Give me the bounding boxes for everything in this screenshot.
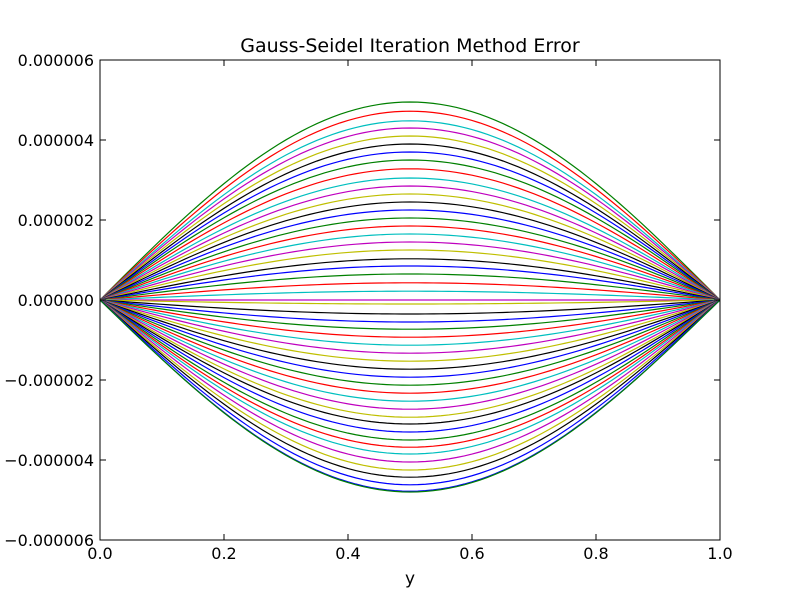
y-tick-label: −0.000002 <box>4 371 94 390</box>
series-line-45 <box>99 299 721 455</box>
series-line-21 <box>99 265 721 301</box>
x-axis-label: y <box>405 569 415 589</box>
series-line-51 <box>99 299 721 493</box>
series-line-43 <box>99 299 721 441</box>
series-line-34 <box>99 299 721 370</box>
series-line-13 <box>99 201 721 301</box>
series-line-16 <box>99 225 721 301</box>
series-line-22 <box>99 273 721 301</box>
series-line-5 <box>99 135 721 301</box>
y-tick-label: 0.000002 <box>18 211 94 230</box>
series-line-12 <box>99 193 721 301</box>
series-line-10 <box>99 177 721 301</box>
series-line-44 <box>99 299 721 448</box>
series-line-3 <box>99 120 721 301</box>
series-line-31 <box>99 299 721 346</box>
series-lines <box>99 101 721 493</box>
series-line-30 <box>99 299 721 338</box>
series-line-40 <box>99 299 721 418</box>
y-tick-label: 0.000004 <box>18 131 94 150</box>
series-line-23 <box>99 282 721 301</box>
series-line-42 <box>99 299 721 433</box>
plot-frame <box>99 59 721 541</box>
series-line-41 <box>99 299 721 425</box>
axis-ticks: 0.0 0.2 0.4 0.6 0.8 1.0 −0.000006 −0.000004 −0.0… <box>4 51 732 563</box>
series-line-20 <box>99 258 721 301</box>
series-line-7 <box>99 151 721 301</box>
x-tick-label: 1.0 <box>707 544 732 563</box>
series-line-18 <box>99 241 721 301</box>
series-line-48 <box>99 299 721 478</box>
x-tick-label: 0.8 <box>583 544 608 563</box>
series-line-27 <box>99 299 721 315</box>
y-tick-label: −0.000006 <box>4 531 94 550</box>
series-line-6 <box>99 143 721 301</box>
series-line-24 <box>99 290 721 301</box>
series-line-37 <box>99 299 721 394</box>
series-line-2 <box>99 110 721 301</box>
series-line-4 <box>99 127 721 301</box>
series-line-26 <box>99 299 721 305</box>
series-line-1 <box>99 101 721 301</box>
series-line-38 <box>99 299 721 402</box>
series-line-36 <box>99 299 721 386</box>
series-line-11 <box>99 185 721 301</box>
series-line-8 <box>99 159 721 301</box>
y-tick-label: −0.000004 <box>4 451 94 470</box>
series-line-28 <box>99 299 721 323</box>
series-line-17 <box>99 233 721 301</box>
series-line-39 <box>99 299 721 410</box>
series-line-15 <box>99 217 721 301</box>
series-line-47 <box>99 299 721 471</box>
series-line-46 <box>99 299 721 463</box>
chart-title: Gauss-Seidel Iteration Method Error <box>240 35 580 57</box>
y-tick-label: 0.000006 <box>18 51 94 70</box>
x-tick-label: 0.6 <box>459 544 484 563</box>
series-line-49 <box>99 299 721 486</box>
series-line-35 <box>99 299 721 378</box>
x-tick-label: 0.2 <box>211 544 236 563</box>
y-tick-label: 0.000000 <box>18 291 94 310</box>
x-tick-label: 0.4 <box>335 544 360 563</box>
series-line-9 <box>99 168 721 301</box>
x-tick-label: 0.0 <box>87 544 112 563</box>
series-line-19 <box>99 249 721 301</box>
series-line-14 <box>99 209 721 301</box>
series-line-33 <box>99 299 721 362</box>
series-line-29 <box>99 299 721 330</box>
series-line-32 <box>99 299 721 354</box>
